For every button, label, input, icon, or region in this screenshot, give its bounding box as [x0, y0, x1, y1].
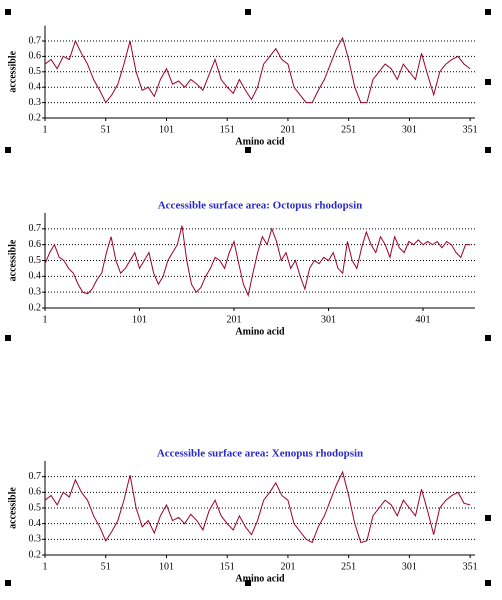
- x-tick-label: 301: [402, 561, 417, 572]
- data-line: [44, 470, 471, 544]
- x-tick-label: 101: [132, 314, 147, 325]
- handle: [485, 580, 491, 586]
- x-tick-label: 301: [321, 314, 336, 325]
- y-tick-label: 0.6: [29, 51, 42, 62]
- x-tick-label: 51: [101, 124, 111, 135]
- x-axis-label: Amino acid: [235, 573, 285, 584]
- y-tick-label: 0.5: [29, 66, 42, 77]
- x-tick-label: 1: [43, 314, 48, 325]
- handle: [245, 9, 251, 15]
- x-tick-label: 151: [220, 124, 235, 135]
- handle: [485, 515, 491, 521]
- x-axis-label: Amino acid: [235, 326, 285, 337]
- handle: [5, 335, 11, 341]
- y-tick-label: 0.4: [29, 81, 42, 92]
- handle: [5, 9, 11, 15]
- x-tick-label: 151: [220, 561, 235, 572]
- y-tick-label: 0.3: [29, 534, 42, 545]
- x-tick-label: 1: [43, 124, 48, 135]
- handle: [485, 79, 491, 85]
- y-tick-label: 0.7: [29, 35, 42, 46]
- x-axis-label: Amino acid: [235, 136, 285, 147]
- y-tick-label: 0.2: [29, 302, 42, 313]
- y-tick-label: 0.5: [29, 255, 42, 266]
- x-tick-label: 1: [43, 561, 48, 572]
- y-tick-label: 0.2: [29, 549, 42, 560]
- y-tick-label: 0.4: [29, 518, 42, 529]
- chart-title: Accessible surface area: Xenopus rhodops…: [157, 448, 363, 460]
- y-tick-label: 0.4: [29, 271, 42, 282]
- handle: [245, 147, 251, 153]
- selection-handles: [5, 9, 491, 586]
- y-tick-label: 0.7: [29, 223, 42, 234]
- y-tick-label: 0.6: [29, 487, 42, 498]
- x-tick-label: 101: [159, 561, 174, 572]
- handle: [485, 147, 491, 153]
- y-tick-label: 0.5: [29, 502, 42, 513]
- x-tick-label: 201: [280, 561, 295, 572]
- handle: [485, 9, 491, 15]
- handle: [5, 147, 11, 153]
- x-tick-label: 351: [463, 124, 478, 135]
- data-line: [44, 36, 471, 104]
- handle: [485, 335, 491, 341]
- x-tick-label: 351: [463, 561, 478, 572]
- x-tick-label: 101: [159, 124, 174, 135]
- x-tick-label: 251: [341, 124, 356, 135]
- y-tick-label: 0.7: [29, 471, 42, 482]
- chart-title: Accessible surface area: Octopus rhodops…: [158, 200, 363, 212]
- y-axis-label: accessible: [7, 487, 18, 529]
- x-tick-label: 401: [416, 314, 431, 325]
- y-tick-label: 0.3: [29, 286, 42, 297]
- y-tick-label: 0.3: [29, 97, 42, 108]
- x-tick-label: 301: [402, 124, 417, 135]
- x-tick-label: 201: [227, 314, 242, 325]
- x-tick-label: 51: [101, 561, 111, 572]
- x-tick-label: 201: [280, 124, 295, 135]
- y-axis-label: accessible: [7, 50, 18, 92]
- y-axis-label: accessible: [7, 239, 18, 281]
- handle: [245, 580, 251, 586]
- x-tick-label: 251: [341, 561, 356, 572]
- handle: [5, 580, 11, 586]
- y-tick-label: 0.2: [29, 112, 42, 123]
- y-tick-label: 0.6: [29, 239, 42, 250]
- data-line: [44, 225, 471, 297]
